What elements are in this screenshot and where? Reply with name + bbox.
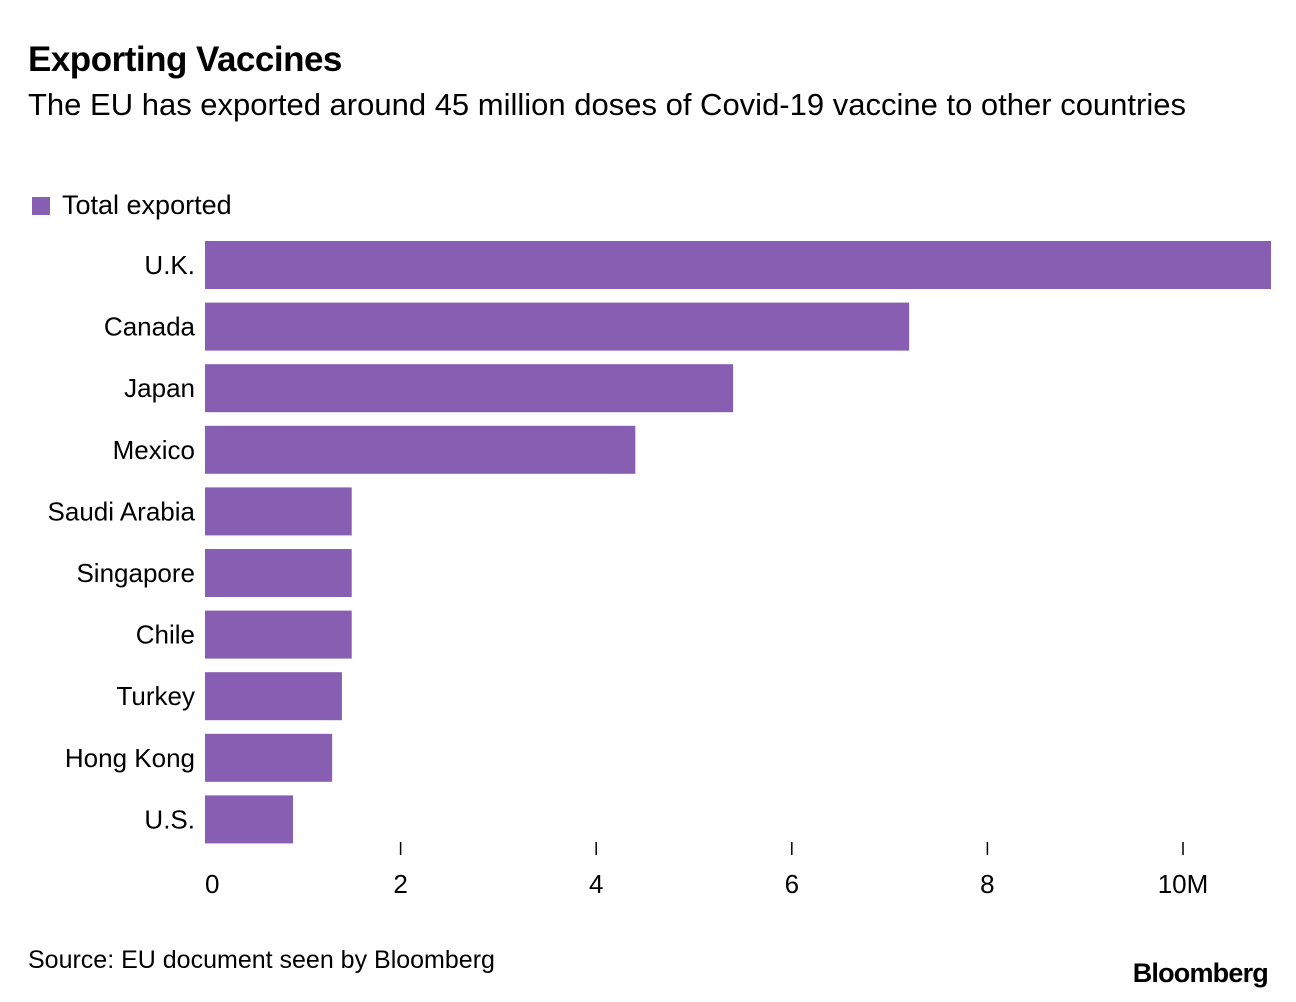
x-tick-label: 2 bbox=[393, 869, 407, 899]
chart-subtitle: The EU has exported around 45 million do… bbox=[28, 87, 1186, 122]
bar-saudi-arabia bbox=[205, 487, 352, 536]
bar-turkey bbox=[205, 672, 342, 721]
chart-title: Exporting Vaccines bbox=[28, 40, 342, 79]
bar-japan bbox=[205, 364, 734, 413]
bar-chile bbox=[205, 610, 352, 659]
bar-canada bbox=[205, 302, 910, 351]
category-label: Chile bbox=[136, 620, 195, 650]
category-label: Japan bbox=[124, 373, 195, 403]
x-tick-label: 10M bbox=[1158, 869, 1209, 899]
x-tick-label: 0 bbox=[205, 869, 219, 899]
x-tick-label: 8 bbox=[980, 869, 994, 899]
category-label: U.K. bbox=[144, 250, 195, 280]
category-label: Turkey bbox=[117, 681, 196, 711]
legend-swatch bbox=[32, 196, 50, 215]
x-tick-label: 6 bbox=[785, 869, 799, 899]
category-label: Saudi Arabia bbox=[48, 496, 196, 526]
category-label: Mexico bbox=[113, 435, 195, 465]
bar-singapore bbox=[205, 549, 352, 597]
bar-hong-kong bbox=[205, 733, 333, 782]
category-label: Singapore bbox=[76, 558, 195, 588]
x-tick-label: 4 bbox=[589, 869, 603, 899]
category-label: Canada bbox=[104, 312, 196, 342]
legend: Total exported bbox=[32, 190, 232, 221]
legend-label: Total exported bbox=[62, 190, 232, 220]
bar-u-k bbox=[205, 241, 1272, 289]
brand-logo: Bloomberg bbox=[1132, 958, 1269, 988]
bar-u-s bbox=[205, 795, 294, 844]
category-label: Hong Kong bbox=[65, 743, 195, 773]
source-note: Source: EU document seen by Bloomberg bbox=[28, 946, 495, 974]
category-label: U.S. bbox=[144, 804, 195, 834]
bar-mexico bbox=[205, 425, 636, 474]
